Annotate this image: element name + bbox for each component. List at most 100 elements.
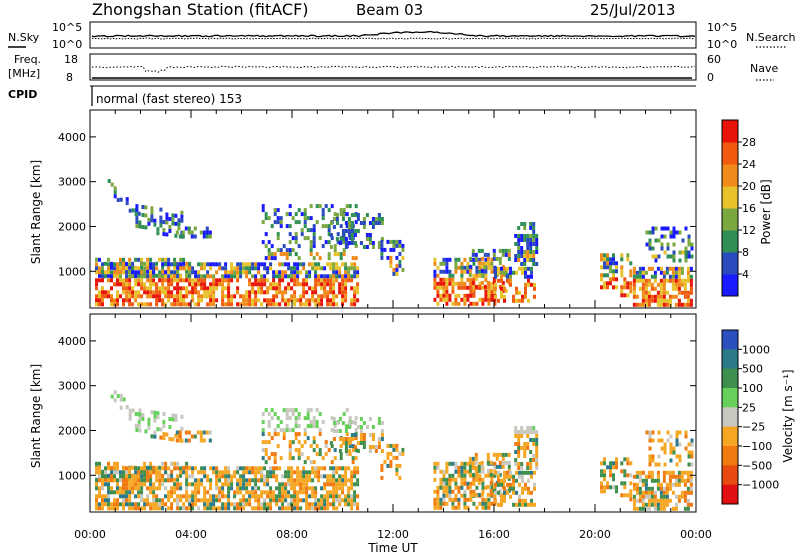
range-gate-cell <box>339 444 343 449</box>
range-gate-cell <box>188 506 192 511</box>
range-gate-cell <box>134 474 138 479</box>
range-gate-cell <box>137 294 141 299</box>
range-gate-cell <box>481 501 485 506</box>
range-gate-cell <box>533 286 536 291</box>
range-gate-cell <box>335 482 339 487</box>
range-gate-cell <box>653 498 657 503</box>
range-gate-cell <box>107 466 110 471</box>
range-gate-cell <box>356 449 360 453</box>
range-gate-cell <box>267 248 271 253</box>
range-gate-cell <box>312 256 316 261</box>
range-gate-cell <box>463 269 467 274</box>
range-gate-cell <box>344 274 348 279</box>
range-gate-cell <box>224 294 228 299</box>
range-gate-cell <box>209 506 213 511</box>
range-gate-cell <box>276 232 280 237</box>
range-gate-cell <box>490 289 494 294</box>
range-gate-cell <box>236 502 240 507</box>
noise-panel: N.Sky 10^5 10^0 10^5 10^0 N.Search <box>8 21 796 51</box>
range-gate-cell <box>273 208 277 213</box>
range-gate-cell <box>248 482 252 487</box>
range-gate-cell <box>480 268 484 273</box>
range-gate-cell <box>368 449 372 453</box>
range-gate-cell <box>158 470 162 475</box>
range-gate-cell <box>196 430 200 435</box>
range-gate-cell <box>309 204 313 209</box>
range-gate-cell <box>451 477 455 482</box>
range-gate-cell <box>686 502 690 507</box>
range-gate-cell <box>371 437 375 441</box>
range-gate-cell <box>116 498 119 503</box>
range-gate-cell <box>668 478 672 483</box>
range-gate-cell <box>182 257 186 262</box>
range-gate-cell <box>463 257 467 262</box>
range-gate-cell <box>224 494 228 499</box>
range-gate-cell <box>173 278 177 283</box>
range-gate-cell <box>520 434 524 438</box>
colorbar-tick-label: 24 <box>742 158 756 171</box>
range-gate-cell <box>107 294 110 299</box>
range-gate-cell <box>501 464 505 469</box>
range-gate-cell <box>161 298 165 303</box>
range-gate-cell <box>146 286 150 291</box>
range-gate-cell <box>288 428 292 433</box>
range-gate-cell <box>669 442 673 447</box>
range-gate-cell <box>208 438 212 443</box>
freq-nave-panel: Freq. [MHz] 18 8 60 0 Nave <box>8 53 778 84</box>
y-tick-label: 4000 <box>58 335 86 348</box>
range-gate-cell <box>341 282 345 287</box>
range-gate-cell <box>203 490 207 495</box>
range-gate-cell <box>95 286 98 291</box>
range-gate-cell <box>152 290 156 295</box>
range-gate-cell <box>466 497 470 502</box>
range-gate-cell <box>650 298 654 303</box>
range-gate-cell <box>671 286 675 291</box>
range-gate-cell <box>143 286 147 291</box>
range-gate-cell <box>677 498 681 503</box>
range-gate-cell <box>347 498 351 503</box>
range-gate-cell <box>261 204 265 209</box>
range-gate-cell <box>181 230 185 235</box>
range-gate-cell <box>466 269 470 274</box>
range-gate-cell <box>351 460 355 465</box>
range-gate-cell <box>442 497 446 502</box>
range-gate-cell <box>155 273 159 278</box>
range-gate-cell <box>269 282 273 287</box>
range-gate-cell <box>293 294 297 299</box>
range-gate-cell <box>638 498 642 503</box>
range-gate-cell <box>296 474 300 479</box>
range-gate-cell <box>472 489 476 494</box>
range-gate-cell <box>272 498 276 503</box>
range-gate-cell <box>296 482 300 487</box>
range-gate-cell <box>509 270 512 275</box>
range-gate-cell <box>323 506 327 511</box>
range-gate-cell <box>270 436 274 441</box>
range-gate-cell <box>267 256 271 261</box>
range-gate-cell <box>665 482 669 487</box>
range-gate-cell <box>297 220 301 225</box>
range-gate-cell <box>650 490 654 495</box>
range-gate-cell <box>533 294 536 299</box>
range-gate-cell <box>251 486 255 491</box>
range-gate-cell <box>678 230 682 235</box>
range-gate-cell <box>294 212 298 217</box>
range-gate-cell <box>356 502 360 507</box>
range-gate-cell <box>468 264 472 269</box>
range-gate-cell <box>140 486 144 491</box>
colorbar-swatch <box>722 274 738 297</box>
range-gate-cell <box>205 226 209 231</box>
range-gate-cell <box>296 274 300 279</box>
range-gate-cell <box>254 490 258 495</box>
range-gate-cell <box>206 290 210 295</box>
range-gate-cell <box>101 274 104 279</box>
range-gate-cell <box>686 478 690 483</box>
range-gate-cell <box>497 270 500 275</box>
range-gate-cell <box>338 482 342 487</box>
range-gate-cell <box>176 294 180 299</box>
colorbar-swatch <box>722 186 738 209</box>
range-gate-cell <box>212 298 216 303</box>
range-gate-cell <box>674 266 678 271</box>
range-gate-cell <box>285 416 289 421</box>
range-gate-cell <box>339 208 343 213</box>
